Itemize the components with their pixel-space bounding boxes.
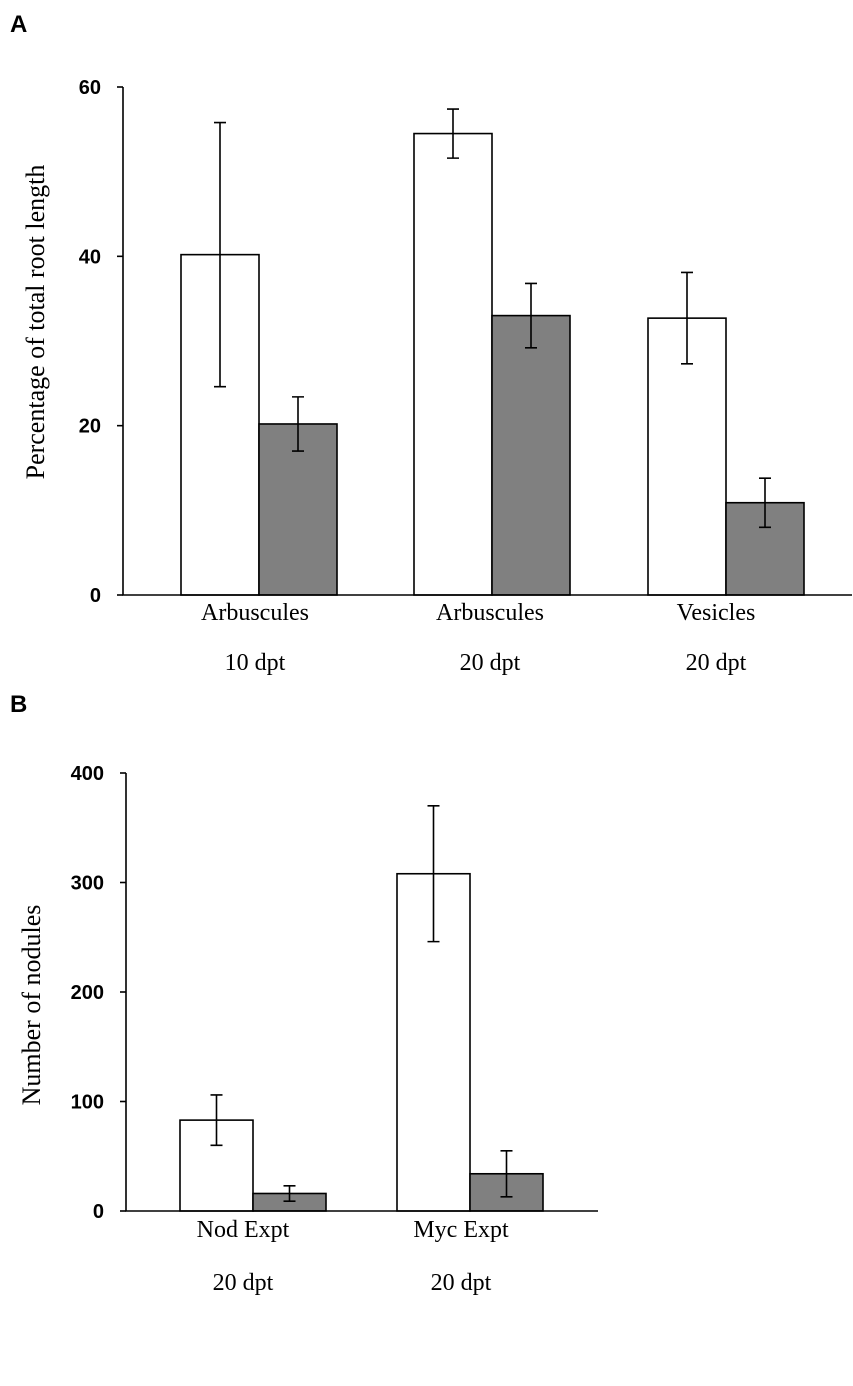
y-tick-label: 300 bbox=[71, 873, 104, 895]
y-tick-label: 40 bbox=[79, 246, 101, 268]
panel-b-letter: B bbox=[10, 691, 27, 718]
bar-series2-arbuscules bbox=[258, 423, 338, 596]
error-bar bbox=[210, 1094, 223, 1147]
error-bar bbox=[500, 1149, 513, 1198]
x-category-label: Arbuscules bbox=[436, 600, 544, 626]
x-category-sublabel: 20 dpt bbox=[431, 1270, 492, 1296]
x-category-sublabel: 20 dpt bbox=[213, 1270, 274, 1296]
x-category-label: Arbuscules bbox=[201, 600, 309, 626]
bar-series2-arbuscules bbox=[491, 314, 571, 596]
panel-b-axes bbox=[125, 773, 598, 1212]
error-bar bbox=[681, 271, 693, 365]
x-category-sublabel: 20 dpt bbox=[460, 650, 521, 676]
y-tick-label: 100 bbox=[71, 1092, 104, 1114]
y-tick-label: 0 bbox=[90, 585, 101, 607]
y-tick-label: 0 bbox=[93, 1201, 104, 1223]
x-category-sublabel: 20 dpt bbox=[686, 650, 747, 676]
y-tick-label: 60 bbox=[79, 77, 101, 99]
error-bar bbox=[525, 282, 537, 349]
panel-a: A Percentage of total root length 0 20 40 6… bbox=[10, 11, 852, 676]
panel-a-y-axis-label: Percentage of total root length bbox=[21, 165, 50, 480]
panel-b-y-axis-label: Number of nodules bbox=[17, 905, 46, 1106]
y-tick-label: 20 bbox=[79, 416, 101, 438]
x-category-label: Nod Expt bbox=[197, 1217, 290, 1243]
x-category-sublabel: 10 dpt bbox=[225, 650, 286, 676]
panel-a-letter: A bbox=[10, 11, 27, 38]
x-category-label: Vesicles bbox=[677, 600, 756, 626]
error-bar bbox=[427, 805, 440, 943]
error-bar bbox=[292, 396, 304, 452]
error-bar bbox=[759, 477, 771, 529]
panel-a-axes bbox=[122, 87, 852, 596]
panel-b: B Number of nodules 0 100 200 300 400 Nod Ex… bbox=[10, 691, 598, 1296]
error-bar bbox=[283, 1185, 296, 1202]
y-tick-label: 200 bbox=[71, 982, 104, 1004]
x-category-label: Myc Expt bbox=[413, 1217, 509, 1243]
bar-series1-arbuscules bbox=[413, 132, 493, 596]
error-bar bbox=[447, 108, 459, 159]
error-bar bbox=[214, 121, 226, 388]
y-tick-label: 400 bbox=[71, 763, 104, 785]
